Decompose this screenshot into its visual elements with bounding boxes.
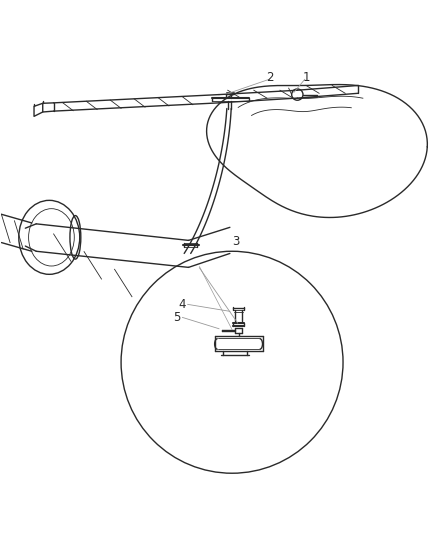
Text: 4: 4 (178, 298, 186, 311)
Text: 3: 3 (232, 235, 239, 248)
Text: 1: 1 (302, 71, 310, 84)
Text: 2: 2 (267, 71, 274, 84)
Text: 5: 5 (173, 311, 180, 324)
